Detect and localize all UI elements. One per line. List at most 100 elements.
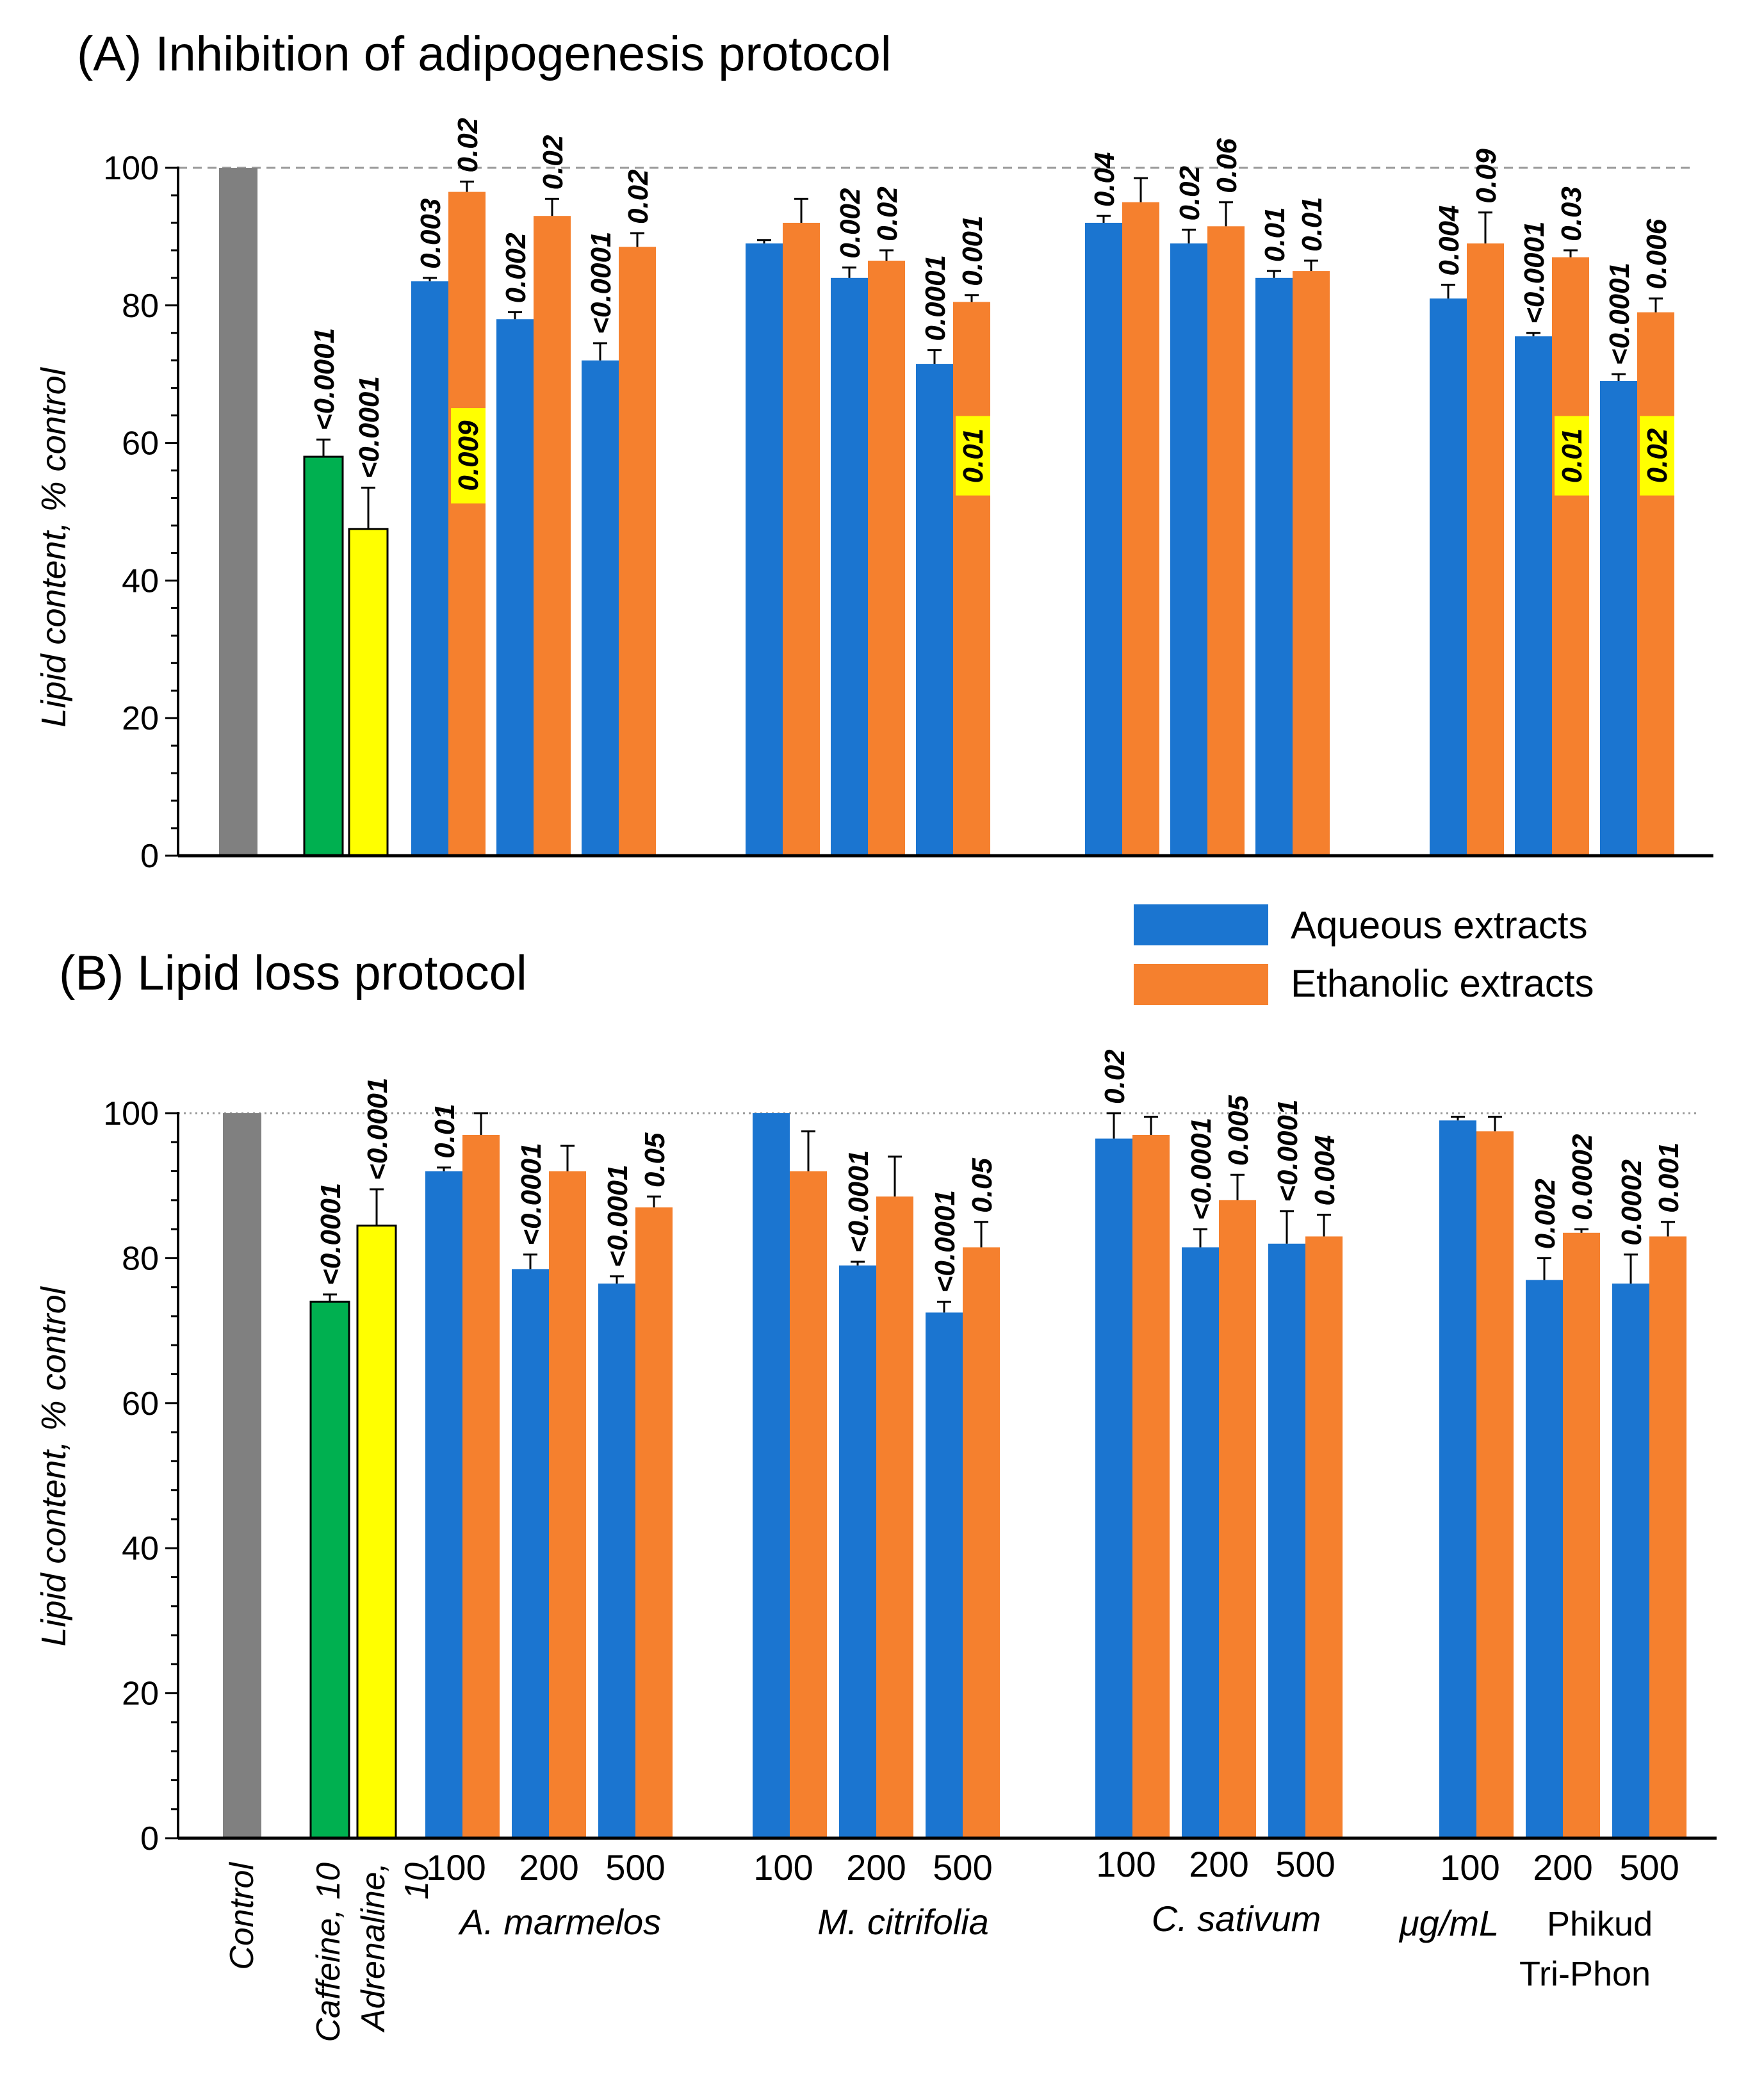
bar-a-m-citrifolia-200-aqueous: [831, 277, 868, 856]
y-tick-label-a-0: 0: [140, 838, 159, 875]
y-tick-label-b-60: 60: [122, 1385, 159, 1423]
bar-a-a-marmelos-200-aqueous: [496, 319, 534, 856]
bar-a-phikud-tri-phon-500-ethanolic-p-value: 0.006: [1641, 218, 1672, 290]
bar-a-phikud-tri-phon-100-aqueous: [1430, 298, 1467, 856]
bar-a-m-citrifolia-500-aqueous-p-value: 0.0001: [920, 255, 951, 341]
bar-a-adrenaline-10: [348, 528, 389, 857]
bar-b-a-marmelos-100-aqueous: [425, 1171, 462, 1838]
bar-b-m-citrifolia-500-aqueous-p-value: <0.0001: [929, 1190, 961, 1293]
bar-a-phikud-tri-phon-500-aqueous: [1600, 380, 1637, 856]
bar-a-m-citrifolia-500-ethanolic-p-value: 0.001: [957, 216, 988, 286]
bar-b-phikud-tri-phon-100-ethanolic: [1476, 1131, 1514, 1838]
group-label-tri-phon: Tri-Phon: [1519, 1955, 1651, 1993]
highlight-p-a-m-citrifolia-500-box: [956, 416, 990, 496]
bar-b-a-marmelos-500-aqueous-p-value: <0.0001: [602, 1164, 633, 1267]
y-tick-label-b-0: 0: [140, 1820, 159, 1857]
bar-a-c-sativum-500-aqueous: [1255, 277, 1293, 856]
y-tick-label-b-80: 80: [122, 1240, 159, 1277]
concentration-label-m-citrifolia-100: 100: [753, 1847, 813, 1888]
bar-b-c-sativum-500-aqueous: [1268, 1243, 1305, 1838]
bar-b-a-marmelos-500-aqueous: [598, 1284, 635, 1838]
y-tick-label-a-100: 100: [103, 150, 159, 187]
legend-swatch-ethanolic: [1134, 964, 1268, 1005]
bar-a-c-sativum-500-ethanolic: [1293, 271, 1330, 856]
legend-label-ethanolic: Ethanolic extracts: [1291, 962, 1594, 1005]
x-label-control: Control: [224, 1862, 261, 1970]
bar-a-c-sativum-100-aqueous-p-value: 0.04: [1089, 152, 1120, 208]
bar-a-control: [219, 168, 257, 856]
panel-b-title: (B) Lipid loss protocol: [59, 946, 527, 1000]
highlight-p-a-phikud-tri-phon-500: 0.02: [1642, 428, 1673, 483]
bar-b-caffeine-10-p-value: <0.0001: [315, 1183, 347, 1285]
bar-b-a-marmelos-200-ethanolic: [549, 1171, 586, 1838]
highlight-p-a-m-citrifolia-500: 0.01: [958, 428, 989, 484]
panel-b-chart: 0 20 40 60 80 100 <0.0001 <0.0001 0.01 <0.0001 <0.…: [103, 1049, 1717, 1857]
bar-a-a-marmelos-500-aqueous: [582, 360, 619, 856]
bar-b-phikud-tri-phon-100-aqueous: [1439, 1120, 1476, 1838]
bar-a-phikud-tri-phon-200-ethanolic-p-value: 0.03: [1556, 186, 1587, 241]
y-tick-label-a-80: 80: [122, 288, 159, 325]
y-tick-label-a-20: 20: [122, 700, 159, 737]
highlight-p-a-phikud-tri-phon-200: 0.01: [1556, 428, 1588, 484]
bar-b-phikud-tri-phon-500-ethanolic-p-value: 0.001: [1653, 1143, 1685, 1213]
bar-b-phikud-tri-phon-200-ethanolic-p-value: 0.0002: [1567, 1134, 1598, 1220]
group-label-a-marmelos: A. marmelos: [458, 1902, 661, 1942]
concentration-labels: 100 200 500 100 200 500 100 200 500 100 200 500: [426, 1844, 1679, 1888]
highlight-p-a-phikud-tri-phon-200-box: [1555, 416, 1589, 496]
y-tick-label-b-100: 100: [103, 1095, 159, 1132]
bar-a-a-marmelos-500-aqueous-p-value: <0.0001: [585, 232, 617, 334]
bar-b-c-sativum-200-ethanolic-p-value: 0.005: [1223, 1095, 1254, 1166]
bar-a-phikud-tri-phon-200-ethanolic: [1552, 257, 1589, 856]
bar-b-c-sativum-100-aqueous: [1095, 1138, 1132, 1838]
bar-b-m-citrifolia-200-aqueous: [839, 1265, 876, 1838]
bar-b-m-citrifolia-200-ethanolic: [876, 1196, 913, 1838]
y-tick-label-b-40: 40: [122, 1530, 159, 1567]
bar-b-m-citrifolia-100-ethanolic: [790, 1171, 827, 1838]
bar-a-a-marmelos-100-aqueous-p-value: 0.003: [415, 199, 446, 269]
bar-b-a-marmelos-500-ethanolic: [635, 1207, 673, 1838]
bar-b-phikud-tri-phon-500-ethanolic: [1649, 1236, 1686, 1838]
bar-a-caffeine-10: [303, 455, 344, 857]
group-label-phikud: Phikud: [1547, 1905, 1653, 1943]
bar-a-a-marmelos-200-aqueous-p-value: 0.002: [500, 232, 532, 304]
y-tick-label-a-60: 60: [122, 425, 159, 462]
bar-b-phikud-tri-phon-500-aqueous-p-value: 0.0002: [1616, 1159, 1647, 1246]
concentration-label-m-citrifolia-200: 200: [846, 1847, 906, 1888]
y-tick-label-b-20: 20: [122, 1676, 159, 1713]
bar-b-c-sativum-500-ethanolic: [1305, 1236, 1343, 1838]
highlight-p-a-a-marmelos-100: 0.009: [453, 420, 484, 491]
bar-b-adrenaline-10-p-value: <0.0001: [362, 1078, 393, 1180]
bar-a-c-sativum-200-aqueous-p-value: 0.02: [1174, 165, 1205, 220]
bar-b-c-sativum-100-ethanolic: [1132, 1134, 1170, 1838]
bar-a-phikud-tri-phon-200-aqueous-p-value: <0.0001: [1519, 221, 1550, 323]
bar-b-c-sativum-200-aqueous: [1182, 1247, 1219, 1838]
bar-b-a-marmelos-100-aqueous-p-value: 0.01: [429, 1104, 461, 1159]
legend: Aqueous extracts Ethanolic extracts: [1134, 904, 1594, 1005]
x-label-caffeine: Caffeine, 10: [310, 1863, 347, 2042]
bar-b-a-marmelos-500-ethanolic-p-value: 0.05: [639, 1132, 671, 1187]
bar-b-adrenaline-10: [356, 1224, 397, 1839]
x-label-adrenaline-line1: Adrenaline,: [355, 1863, 392, 2033]
group-label-m-citrifolia: M. citrifolia: [817, 1902, 989, 1942]
bar-a-c-sativum-200-ethanolic: [1207, 226, 1245, 856]
bar-a-m-citrifolia-200-ethanolic-p-value: 0.02: [872, 186, 903, 241]
bar-a-phikud-tri-phon-200-aqueous: [1515, 336, 1552, 856]
bar-b-m-citrifolia-500-ethanolic: [963, 1247, 1000, 1838]
bar-a-a-marmelos-200-ethanolic-p-value: 0.02: [537, 135, 569, 190]
highlight-p-a-phikud-tri-phon-500-box: [1640, 416, 1674, 496]
bar-a-caffeine-10-p-value: <0.0001: [309, 328, 340, 430]
bar-a-adrenaline-10-p-value: <0.0001: [354, 376, 385, 478]
bar-b-c-sativum-100-aqueous-p-value: 0.02: [1099, 1049, 1131, 1104]
concentration-label-phikud-tri-phon-100: 100: [1440, 1847, 1499, 1888]
bar-b-c-sativum-200-aqueous-p-value: <0.0001: [1186, 1118, 1217, 1220]
bar-b-m-citrifolia-100-aqueous: [753, 1113, 790, 1838]
bar-a-phikud-tri-phon-100-ethanolic-p-value: 0.09: [1471, 149, 1502, 204]
group-label-c-sativum: C. sativum: [1152, 1898, 1321, 1939]
bar-b-c-sativum-500-aqueous-p-value: <0.0001: [1272, 1100, 1303, 1202]
bar-a-c-sativum-100-ethanolic: [1122, 202, 1159, 856]
concentration-label-a-marmelos-500: 500: [605, 1847, 665, 1888]
bar-a-m-citrifolia-500-ethanolic: [953, 302, 990, 856]
bar-a-m-citrifolia-200-aqueous-p-value: 0.002: [835, 188, 866, 259]
